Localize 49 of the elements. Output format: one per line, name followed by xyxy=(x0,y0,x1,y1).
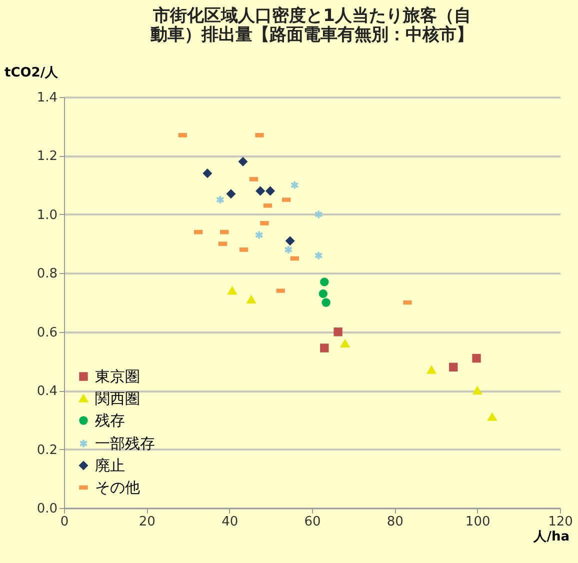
point xyxy=(284,244,293,254)
x-tick-label: 60 xyxy=(304,514,321,530)
y-tick-label: 0.6 xyxy=(36,325,58,340)
legend-label: その他 xyxy=(95,478,140,496)
point xyxy=(203,168,212,178)
legend-label: 一部残存 xyxy=(95,434,155,452)
point xyxy=(427,366,436,374)
chart-title: 市街化区域人口密度と1人当たり旅客（自動車）排出量【路面電車有無別：中核市】 xyxy=(150,6,474,45)
legend-label: 関西圏 xyxy=(95,390,140,408)
point xyxy=(228,286,237,295)
x-tick-label: 80 xyxy=(386,514,404,530)
point xyxy=(488,413,497,421)
point xyxy=(314,210,323,220)
y-tick-label: 1.2 xyxy=(36,149,58,164)
y-tick-label: 0.8 xyxy=(36,266,58,282)
point xyxy=(320,278,329,286)
x-tick-label: 0 xyxy=(60,514,69,530)
y-tick-label: 0.0 xyxy=(36,502,58,516)
point xyxy=(266,186,275,196)
point xyxy=(334,328,342,336)
point xyxy=(318,289,328,298)
y-tick-label: 1.0 xyxy=(36,208,58,223)
point xyxy=(472,354,481,363)
legend-label: 廃止 xyxy=(95,456,125,474)
x-axis-title: 人/ha xyxy=(532,530,570,544)
point xyxy=(322,298,330,307)
point xyxy=(256,186,265,196)
point xyxy=(216,195,225,204)
point xyxy=(286,236,294,246)
legend-label: 東京圏 xyxy=(95,368,140,386)
point xyxy=(226,190,236,198)
x-tick-label: 20 xyxy=(138,514,156,530)
y-tick-label: 1.4 xyxy=(36,90,58,106)
point xyxy=(314,250,323,260)
point xyxy=(254,230,264,240)
point xyxy=(472,386,482,394)
y-tick-label: 0.2 xyxy=(36,442,58,458)
point xyxy=(340,340,350,348)
point xyxy=(246,296,256,304)
point xyxy=(238,157,248,166)
point xyxy=(290,180,299,190)
legend-label: 残存 xyxy=(95,412,125,430)
y-axis-title: tCO2/人 xyxy=(4,66,60,80)
point xyxy=(320,344,329,352)
point xyxy=(449,362,458,372)
x-tick-label: 40 xyxy=(222,514,238,530)
x-tick-label: 120 xyxy=(548,514,573,530)
x-tick-label: 100 xyxy=(465,514,490,530)
y-tick-label: 0.4 xyxy=(36,384,58,400)
